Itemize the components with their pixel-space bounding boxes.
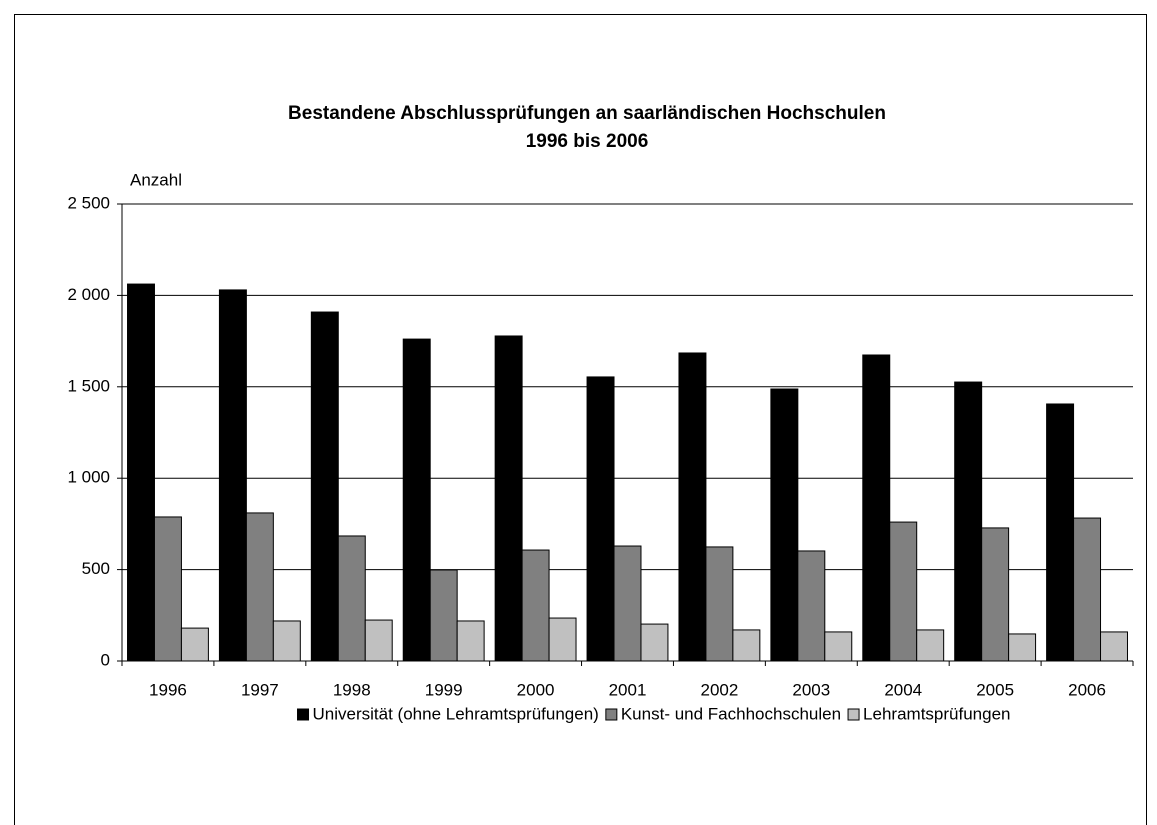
bar [245, 512, 274, 662]
x-tick-label: 2004 [884, 680, 922, 699]
bar [824, 631, 853, 662]
bar [429, 569, 458, 662]
x-tick-label: 2000 [517, 680, 555, 699]
x-tick-label: 2002 [700, 680, 738, 699]
bar [586, 376, 615, 662]
legend-swatch [847, 708, 860, 721]
y-tick-label: 1 000 [67, 468, 110, 487]
bar [1046, 403, 1075, 662]
legend-label: Universität (ohne Lehramtsprüfungen) [313, 704, 599, 723]
x-tick-label: 1999 [425, 680, 463, 699]
bar [1100, 631, 1128, 662]
y-tick-label: 0 [101, 650, 110, 669]
bar [954, 381, 983, 662]
bar [1008, 633, 1037, 662]
legend-swatch [297, 708, 310, 721]
y-tick-label: 2 500 [67, 193, 110, 212]
y-tick-label: 1 500 [67, 376, 110, 395]
bar [797, 550, 826, 662]
x-tick-label: 1996 [149, 680, 187, 699]
x-tick-label: 1997 [241, 680, 279, 699]
bar [916, 629, 945, 662]
chart-title: 1996 bis 2006 [526, 131, 649, 152]
legend-label: Kunst- und Fachhochschulen [621, 704, 841, 723]
bar [310, 311, 339, 662]
bar [732, 629, 761, 662]
bar [153, 516, 182, 662]
bar [272, 620, 301, 662]
bar [521, 549, 550, 662]
bar [981, 527, 1010, 662]
y-tick-label: 500 [82, 559, 110, 578]
bar [640, 623, 669, 662]
bar [889, 521, 918, 662]
bar [364, 619, 393, 662]
y-axis-label: Anzahl [130, 170, 182, 189]
y-tick-label: 2 000 [67, 285, 110, 304]
bar [127, 283, 155, 662]
bar [494, 335, 523, 662]
x-tick-label: 1998 [333, 680, 371, 699]
legend-label: Lehramtsprüfungen [863, 704, 1010, 723]
bar [705, 546, 734, 662]
bar [1073, 517, 1102, 662]
chart-title: Bestandene Abschlussprüfungen an saarlän… [288, 103, 886, 124]
legend-swatch [605, 708, 618, 721]
bar [337, 535, 366, 662]
bar [678, 352, 707, 662]
bar [218, 289, 247, 662]
bar [180, 627, 209, 662]
bar [548, 617, 577, 662]
bar [613, 545, 642, 662]
bar [402, 338, 431, 662]
x-tick-label: 2001 [609, 680, 647, 699]
x-tick-label: 2005 [976, 680, 1014, 699]
x-tick-label: 2003 [792, 680, 830, 699]
bar [770, 388, 799, 662]
bar [456, 620, 485, 662]
x-tick-label: 2006 [1068, 680, 1106, 699]
bar [862, 354, 891, 662]
